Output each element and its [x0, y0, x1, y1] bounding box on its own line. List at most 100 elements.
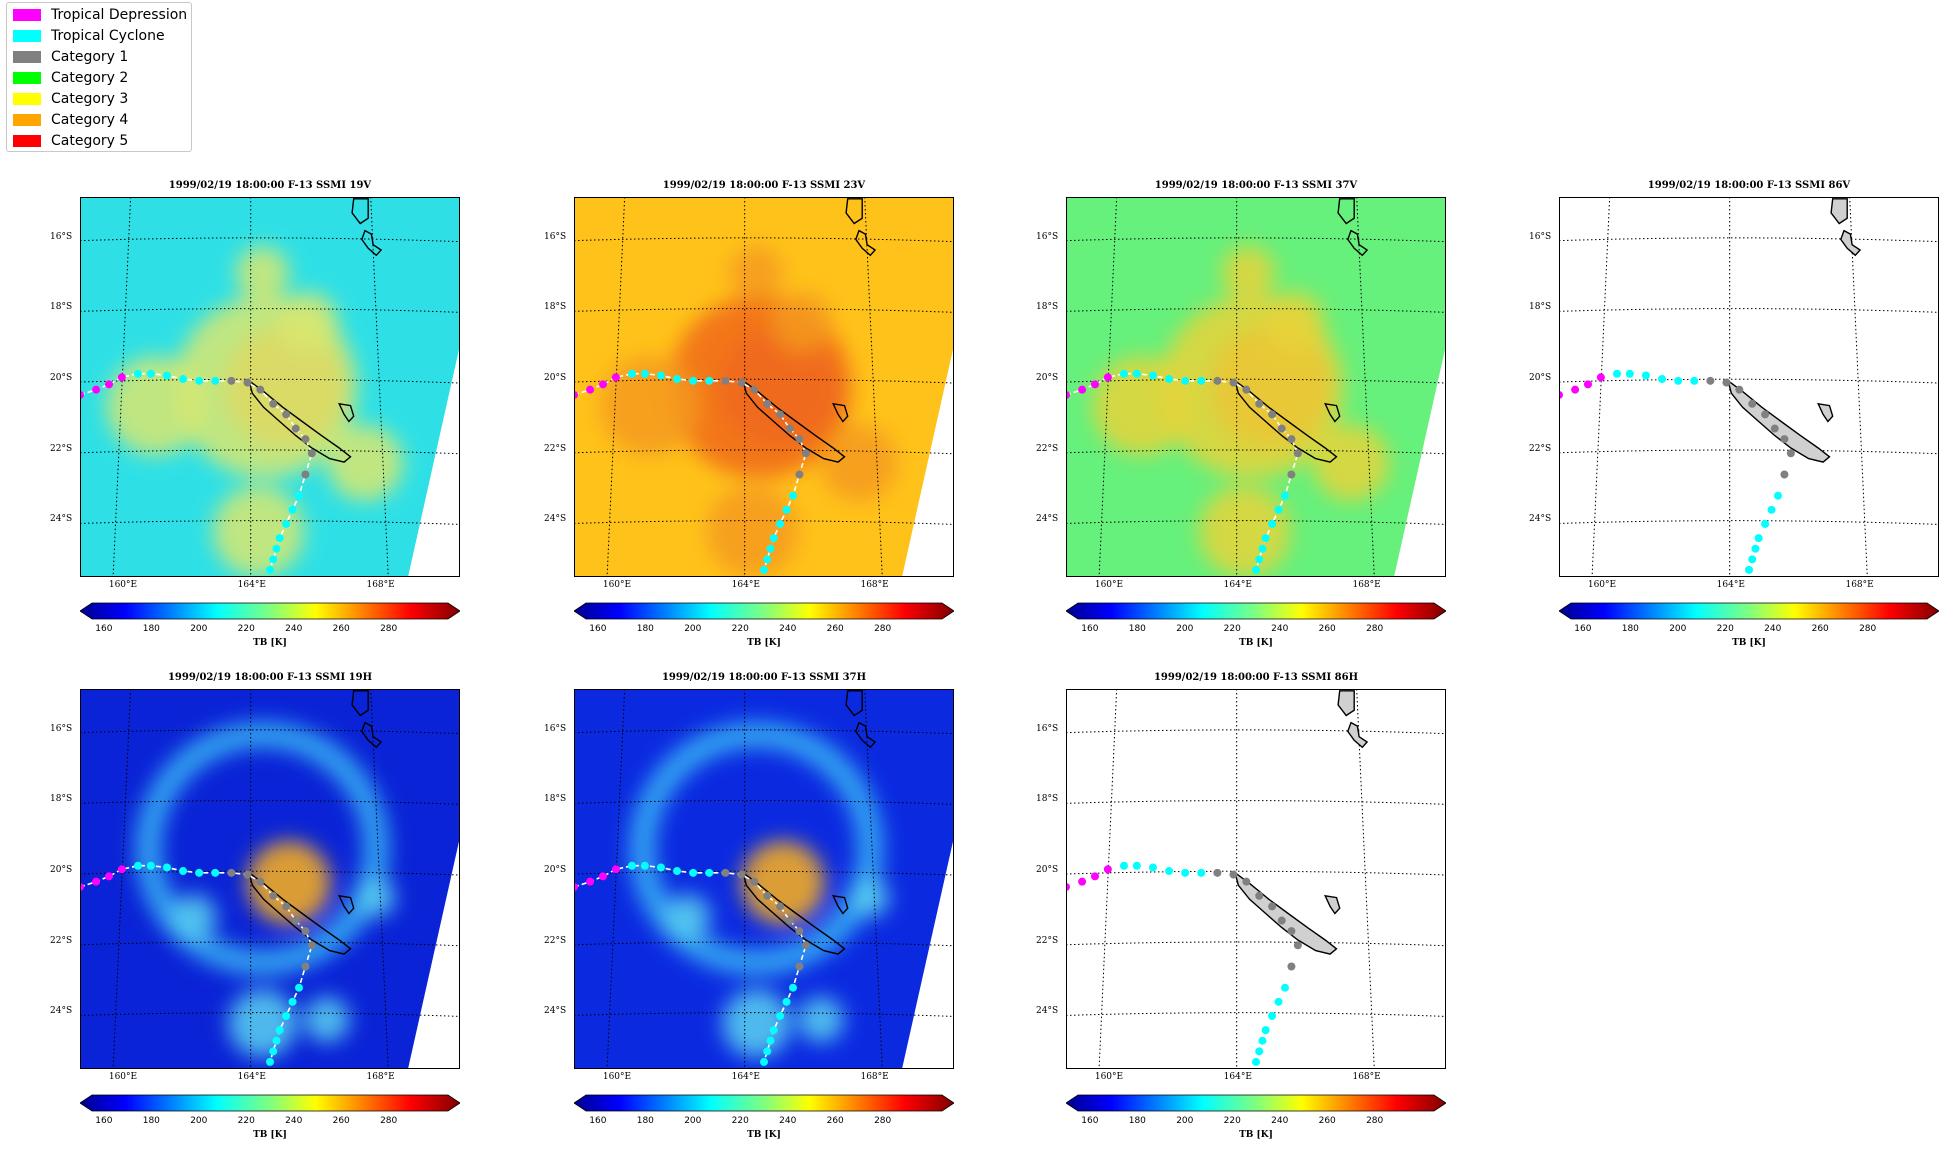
track-point: [1078, 385, 1087, 394]
lon-label: 168°E: [1845, 580, 1874, 590]
track-point: [92, 877, 101, 886]
island-coastline: [1347, 721, 1369, 749]
colorbar-tick: 180: [1621, 624, 1639, 634]
track-point: [256, 877, 265, 886]
track-point: [269, 891, 278, 900]
track-point: [737, 378, 746, 387]
track-point: [1770, 424, 1779, 433]
lat-label: 24°S: [1036, 514, 1059, 525]
track-point: [294, 983, 303, 992]
track-point: [227, 868, 236, 877]
track-point: [788, 491, 797, 500]
track-point: [1181, 868, 1190, 877]
legend-label: Tropical Depression: [51, 7, 188, 23]
track-point: [1274, 997, 1283, 1006]
map-panel: 1999/02/19 18:00:00 F-13 SSMI 86V 16°S 18°…: [1529, 180, 1946, 660]
lat-label: 22°S: [1036, 443, 1059, 454]
track-point: [795, 435, 804, 444]
track-point: [288, 997, 297, 1006]
track-point: [1274, 505, 1283, 514]
track-point: [763, 1047, 772, 1056]
lat-label: 24°S: [544, 1006, 567, 1017]
track-point: [640, 861, 649, 870]
track-point: [776, 410, 785, 419]
colorbar-tick: 240: [285, 624, 303, 634]
brightness-temperature-field: [574, 197, 954, 577]
island-coastline: [845, 690, 863, 717]
colorbar-tick: 200: [1176, 1116, 1194, 1126]
track-point: [162, 863, 171, 872]
track-point: [266, 1057, 274, 1066]
track-point: [1277, 424, 1286, 433]
track-point: [1261, 534, 1270, 543]
colorbar-tick: 260: [332, 624, 350, 634]
colorbar: [574, 602, 954, 620]
track-point: [256, 385, 265, 394]
colorbar-label: TB [K]: [1732, 638, 1766, 648]
track-point: [1258, 1036, 1267, 1045]
colorbar-tick: 220: [1223, 624, 1241, 634]
lon-label: 164°E: [731, 1072, 760, 1082]
track-point: [272, 1036, 281, 1045]
track-point: [301, 962, 310, 971]
colorbar-tick: 200: [684, 1116, 702, 1126]
colorbar-tick: 160: [589, 624, 607, 634]
legend-swatch: [13, 72, 41, 84]
track-point: [760, 565, 768, 574]
track-point: [721, 376, 730, 385]
track-point: [1268, 410, 1277, 419]
graticule: [80, 197, 460, 577]
lon-label: 168°E: [366, 1072, 395, 1082]
island-coastline: [855, 229, 877, 257]
graticule: [1066, 689, 1446, 1069]
legend-label: Category 4: [51, 112, 129, 128]
track-point: [301, 927, 310, 936]
lon-label: 160°E: [602, 580, 632, 590]
track-point: [1242, 385, 1251, 394]
lon-label: 168°E: [860, 1072, 889, 1082]
colorbar-tick: 240: [779, 1116, 797, 1126]
map-panel: 1999/02/19 18:00:00 F-13 SSMI 37V 16°S 18°…: [1036, 180, 1476, 660]
island-coastline: [361, 229, 383, 257]
lon-label: 164°E: [1223, 580, 1252, 590]
track-point: [269, 555, 278, 564]
lat-label: 16°S: [1036, 231, 1059, 242]
track-point: [195, 868, 204, 877]
colorbar-tick: 220: [1716, 624, 1734, 634]
island-coastline: [361, 721, 383, 749]
track-point: [1748, 555, 1757, 564]
track-point: [133, 861, 142, 870]
colorbar-tick: 180: [636, 624, 654, 634]
track-point: [721, 868, 730, 877]
track-point: [598, 380, 607, 389]
colorbar-tick: 200: [1176, 624, 1194, 634]
track-point: [656, 863, 665, 872]
lat-label: 16°S: [50, 231, 73, 242]
track-point: [705, 376, 714, 385]
lat-label: 24°S: [544, 514, 567, 525]
colorbar-tick: 260: [1318, 624, 1336, 634]
track-point: [1181, 376, 1190, 385]
colorbar-tick: 180: [1128, 1116, 1146, 1126]
legend-swatch: [13, 51, 41, 63]
map-canvas: [574, 197, 954, 577]
track-point: [269, 399, 278, 408]
colorbar-tick: 200: [684, 624, 702, 634]
track-point: [1583, 380, 1592, 389]
track-point: [1268, 519, 1277, 528]
colorbar-label: TB [K]: [1239, 1130, 1273, 1140]
lat-label: 20°S: [1036, 865, 1059, 876]
lon-label: 164°E: [1716, 580, 1745, 590]
track-point: [766, 544, 775, 553]
track-point: [243, 378, 252, 387]
colorbar-tick: 280: [380, 1116, 398, 1126]
track-point: [282, 902, 291, 911]
track-point: [611, 865, 620, 874]
colorbar-tick: 180: [142, 624, 160, 634]
track-point: [133, 369, 142, 378]
colorbar-tick: 200: [190, 1116, 208, 1126]
legend-label: Category 5: [51, 133, 129, 149]
island-coastline: [351, 690, 369, 717]
track-point: [243, 870, 252, 879]
track-point: [760, 1057, 768, 1066]
